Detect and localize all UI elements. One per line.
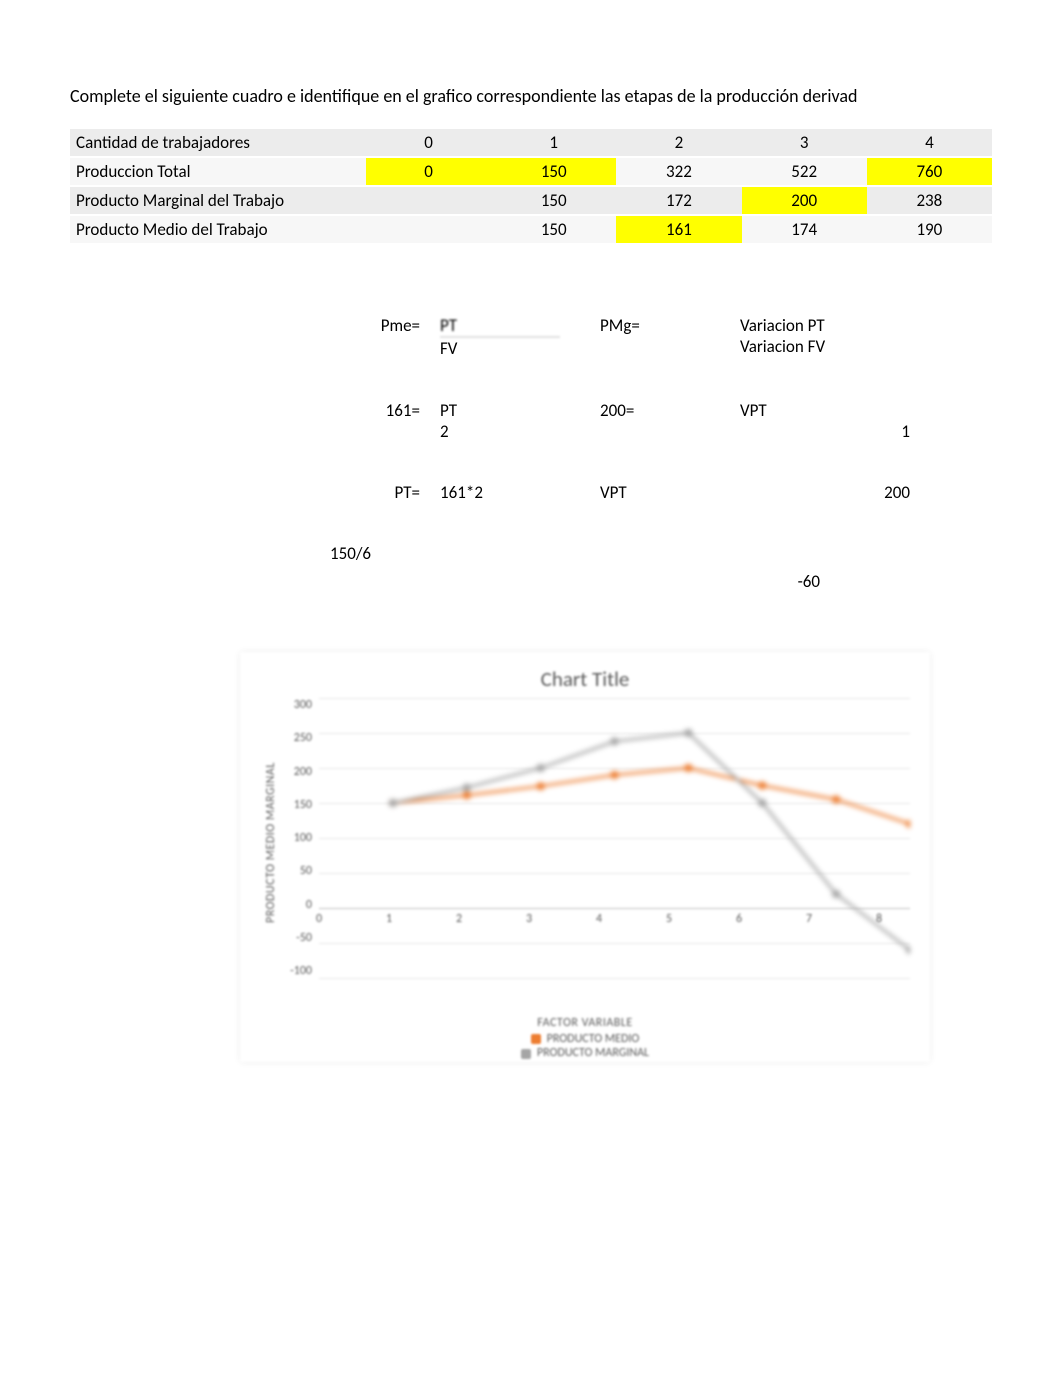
chart-xlabel: FACTOR VARIABLE xyxy=(260,1016,910,1030)
chart-ylabel: PRODUCTO MEDIO MARGINAL xyxy=(260,698,282,988)
pme-eq-num: PT xyxy=(440,400,560,421)
table-cell xyxy=(366,187,491,214)
table-row-label: Produccion Total xyxy=(70,158,366,185)
loose-values: 150/6 -60 xyxy=(330,543,992,592)
chart-legend: PRODUCTO MEDIO PRODUCTO MARGINAL xyxy=(260,1032,910,1061)
table-cell: 1 xyxy=(491,129,616,156)
vpt-label: VPT xyxy=(560,482,740,503)
table-cell: 150 xyxy=(491,187,616,214)
pt-label: PT= xyxy=(330,482,440,503)
table-cell: 200 xyxy=(742,187,867,214)
pt-val: 161*2 xyxy=(440,482,560,503)
loose-b: -60 xyxy=(560,571,860,592)
pmg-label: PMg= xyxy=(560,315,740,360)
chart-title: Chart Title xyxy=(260,666,910,692)
legend-swatch-marginal xyxy=(521,1049,531,1059)
table-cell: 150 xyxy=(491,216,616,243)
table-cell: 4 xyxy=(867,129,992,156)
pme-num: PT xyxy=(440,315,560,338)
legend-label-marginal: PRODUCTO MARGINAL xyxy=(537,1046,649,1060)
pme-den: FV xyxy=(440,338,560,359)
table-cell: 2 xyxy=(616,129,741,156)
pme-label: Pme= xyxy=(330,315,440,360)
table-cell: 190 xyxy=(867,216,992,243)
table-cell: 172 xyxy=(616,187,741,214)
pmg-eq-num: VPT xyxy=(740,400,910,421)
legend-swatch-medio xyxy=(531,1034,541,1044)
page-heading: Complete el siguiente cuadro e identifiq… xyxy=(70,85,992,107)
vpt-val: 200 xyxy=(740,482,910,503)
table-cell: 0 xyxy=(366,158,491,185)
table-cell: 150 xyxy=(491,158,616,185)
table-row-label: Producto Marginal del Trabajo xyxy=(70,187,366,214)
pmg-eq-label: 200= xyxy=(560,400,740,443)
pme-eq-den: 2 xyxy=(440,421,560,442)
pmg-den: Variacion FV xyxy=(740,336,910,357)
production-table: Cantidad de trabajadores01234 Produccion … xyxy=(70,127,992,245)
table-cell: 522 xyxy=(742,158,867,185)
table-cell: 174 xyxy=(742,216,867,243)
table-cell: 238 xyxy=(867,187,992,214)
table-cell xyxy=(366,216,491,243)
legend-label-medio: PRODUCTO MEDIO xyxy=(547,1032,640,1046)
formula-block: Pme= PT FV PMg= Variacion PT Variacion F… xyxy=(330,315,992,503)
loose-a: 150/6 xyxy=(330,543,560,592)
pme-eq-label: 161= xyxy=(330,400,440,443)
table-cell: 322 xyxy=(616,158,741,185)
chart-yticks: 300250200150100500-50-100 xyxy=(282,698,318,978)
chart-plot: 012345678 xyxy=(318,698,910,978)
table-cell: 760 xyxy=(867,158,992,185)
pmg-num: Variacion PT xyxy=(740,315,910,336)
chart-card: Chart Title PRODUCTO MEDIO MARGINAL 3002… xyxy=(240,652,930,1062)
table-cell: 161 xyxy=(616,216,741,243)
table-cell: 0 xyxy=(366,129,491,156)
table-row-label: Producto Medio del Trabajo xyxy=(70,216,366,243)
pmg-eq-den: 1 xyxy=(740,421,910,442)
table-row-label: Cantidad de trabajadores xyxy=(70,129,366,156)
table-cell: 3 xyxy=(742,129,867,156)
